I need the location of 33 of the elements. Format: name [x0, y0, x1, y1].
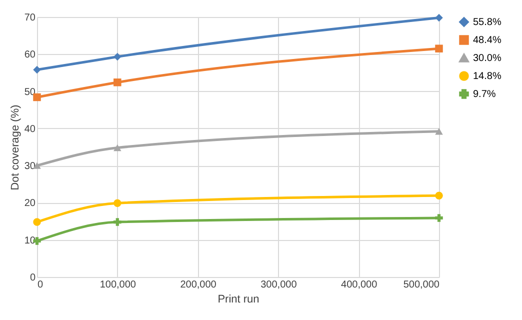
point	[114, 218, 122, 226]
y-tick-label: 50	[24, 86, 36, 98]
point	[33, 66, 41, 74]
point	[435, 214, 443, 222]
point	[33, 218, 41, 226]
y-tick-label: 40	[24, 124, 36, 135]
x-tick-label: 0	[38, 280, 44, 290]
y-tick-label: 30	[24, 161, 36, 172]
legend-label: 14.8%	[473, 71, 502, 82]
point	[114, 78, 122, 86]
point	[114, 52, 122, 61]
x-tick-label: 500,000	[403, 280, 440, 290]
legend-label: 9.7%	[473, 89, 496, 100]
point	[435, 44, 443, 52]
x-axis-title: Print run	[218, 294, 260, 306]
y-tick-label: 60	[24, 50, 36, 61]
legend-label: 30.0%	[473, 53, 502, 64]
point	[114, 199, 122, 207]
x-tick-label: 400,000	[341, 280, 378, 290]
legend-label: 48.4%	[473, 35, 502, 46]
y-axis-title: Dot coverage (%)	[9, 104, 22, 190]
y-tick-label: 70	[24, 12, 36, 24]
x-tick-label: 100,000	[100, 280, 136, 290]
point	[435, 14, 443, 22]
legend-label: 55.8%	[473, 17, 502, 28]
point	[435, 192, 443, 200]
x-tick-label: 300,000	[260, 280, 298, 290]
x-tick-label: 200,000	[180, 280, 217, 290]
point	[33, 93, 41, 102]
point	[114, 144, 122, 152]
y-tick-label: 20	[24, 198, 36, 210]
y-tick-label: 0	[30, 272, 36, 284]
point	[435, 128, 443, 135]
